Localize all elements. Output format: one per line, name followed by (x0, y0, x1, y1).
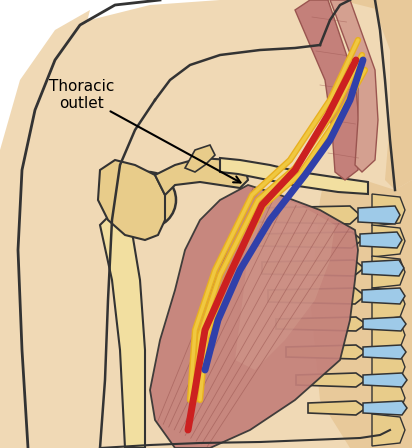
Polygon shape (358, 206, 400, 224)
Polygon shape (276, 317, 366, 331)
Polygon shape (363, 401, 407, 415)
Polygon shape (363, 345, 406, 359)
Polygon shape (0, 10, 90, 448)
Polygon shape (296, 373, 366, 387)
Polygon shape (258, 232, 362, 248)
Polygon shape (362, 260, 404, 276)
Polygon shape (262, 260, 364, 276)
Polygon shape (155, 158, 248, 195)
Polygon shape (372, 382, 405, 414)
Polygon shape (288, 0, 412, 190)
Polygon shape (308, 401, 366, 415)
Polygon shape (268, 288, 365, 304)
Polygon shape (235, 190, 335, 370)
Polygon shape (100, 210, 145, 448)
Polygon shape (330, 0, 378, 172)
Polygon shape (372, 256, 405, 288)
Polygon shape (255, 206, 360, 224)
Polygon shape (185, 145, 215, 172)
Polygon shape (363, 373, 407, 387)
Polygon shape (372, 288, 405, 320)
Polygon shape (20, 0, 412, 448)
Text: Thoracic
outlet: Thoracic outlet (49, 79, 115, 111)
Polygon shape (363, 317, 406, 331)
Polygon shape (372, 414, 405, 446)
Polygon shape (98, 160, 165, 240)
Circle shape (120, 172, 176, 228)
Polygon shape (372, 351, 405, 383)
Polygon shape (286, 345, 366, 359)
Polygon shape (295, 0, 360, 180)
Polygon shape (372, 194, 405, 226)
Polygon shape (220, 158, 368, 194)
Polygon shape (372, 319, 405, 351)
Polygon shape (150, 185, 358, 448)
Polygon shape (360, 232, 402, 248)
Polygon shape (372, 225, 405, 257)
Polygon shape (300, 0, 412, 448)
Polygon shape (370, 0, 412, 190)
Polygon shape (362, 288, 405, 304)
